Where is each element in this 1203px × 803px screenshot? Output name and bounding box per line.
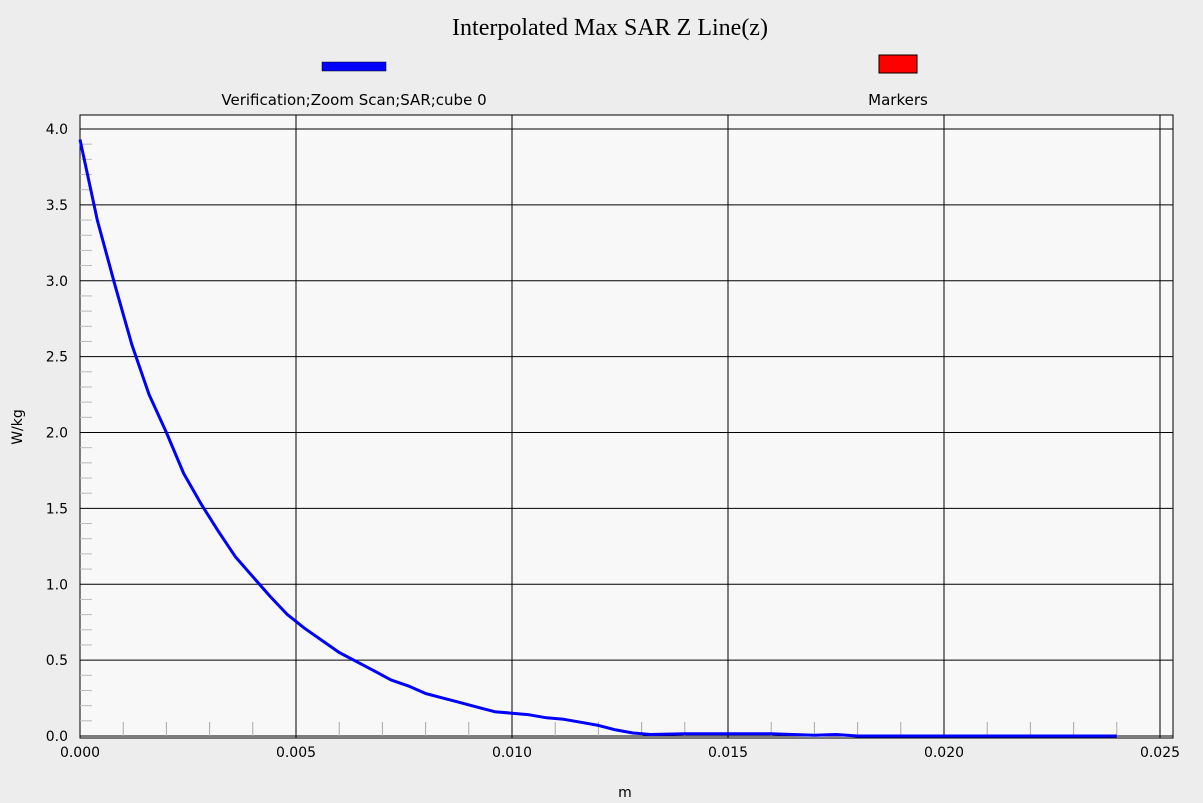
x-axis-label: m [618, 785, 632, 801]
x-tick-label: 0.000 [60, 745, 100, 761]
chart-title: Interpolated Max SAR Z Line(z) [452, 15, 768, 41]
y-tick-label: 1.0 [46, 577, 68, 593]
grid [79, 115, 1173, 738]
y-tick-label: 4.0 [46, 122, 68, 138]
x-tick-label: 0.015 [708, 745, 748, 761]
tick-labels: 0.000 0.005 0.010 0.015 0.020 0.025 0.0 0.5 1.0 1… [46, 122, 1180, 761]
legend-label-markers: Markers [868, 91, 928, 109]
series-line-0 [78, 139, 1117, 738]
x-tick-label: 0.020 [924, 745, 964, 761]
series-layer [78, 139, 1117, 738]
y-tick-label: 1.5 [46, 501, 68, 517]
legend-swatch-verification [321, 61, 387, 72]
legend-swatch-markers [878, 54, 918, 74]
x-tick-label: 0.010 [492, 745, 532, 761]
x-tick-label: 0.005 [276, 745, 316, 761]
y-tick-label: 0.0 [46, 729, 68, 745]
y-tick-label: 0.5 [46, 653, 68, 669]
y-tick-label: 2.5 [46, 350, 68, 366]
y-tick-label: 3.5 [46, 198, 68, 214]
y-tick-label: 3.0 [46, 274, 68, 290]
minor-ticks [80, 143, 1118, 736]
plot-area [79, 114, 1174, 739]
y-axis-label: W/kg [10, 409, 26, 445]
y-tick-label: 2.0 [46, 426, 68, 442]
legend-label-verification: Verification;Zoom Scan;SAR;cube 0 [221, 91, 486, 109]
x-tick-label: 0.025 [1140, 745, 1180, 761]
legend: Verification;Zoom Scan;SAR;cube 0 Marker… [221, 54, 928, 109]
